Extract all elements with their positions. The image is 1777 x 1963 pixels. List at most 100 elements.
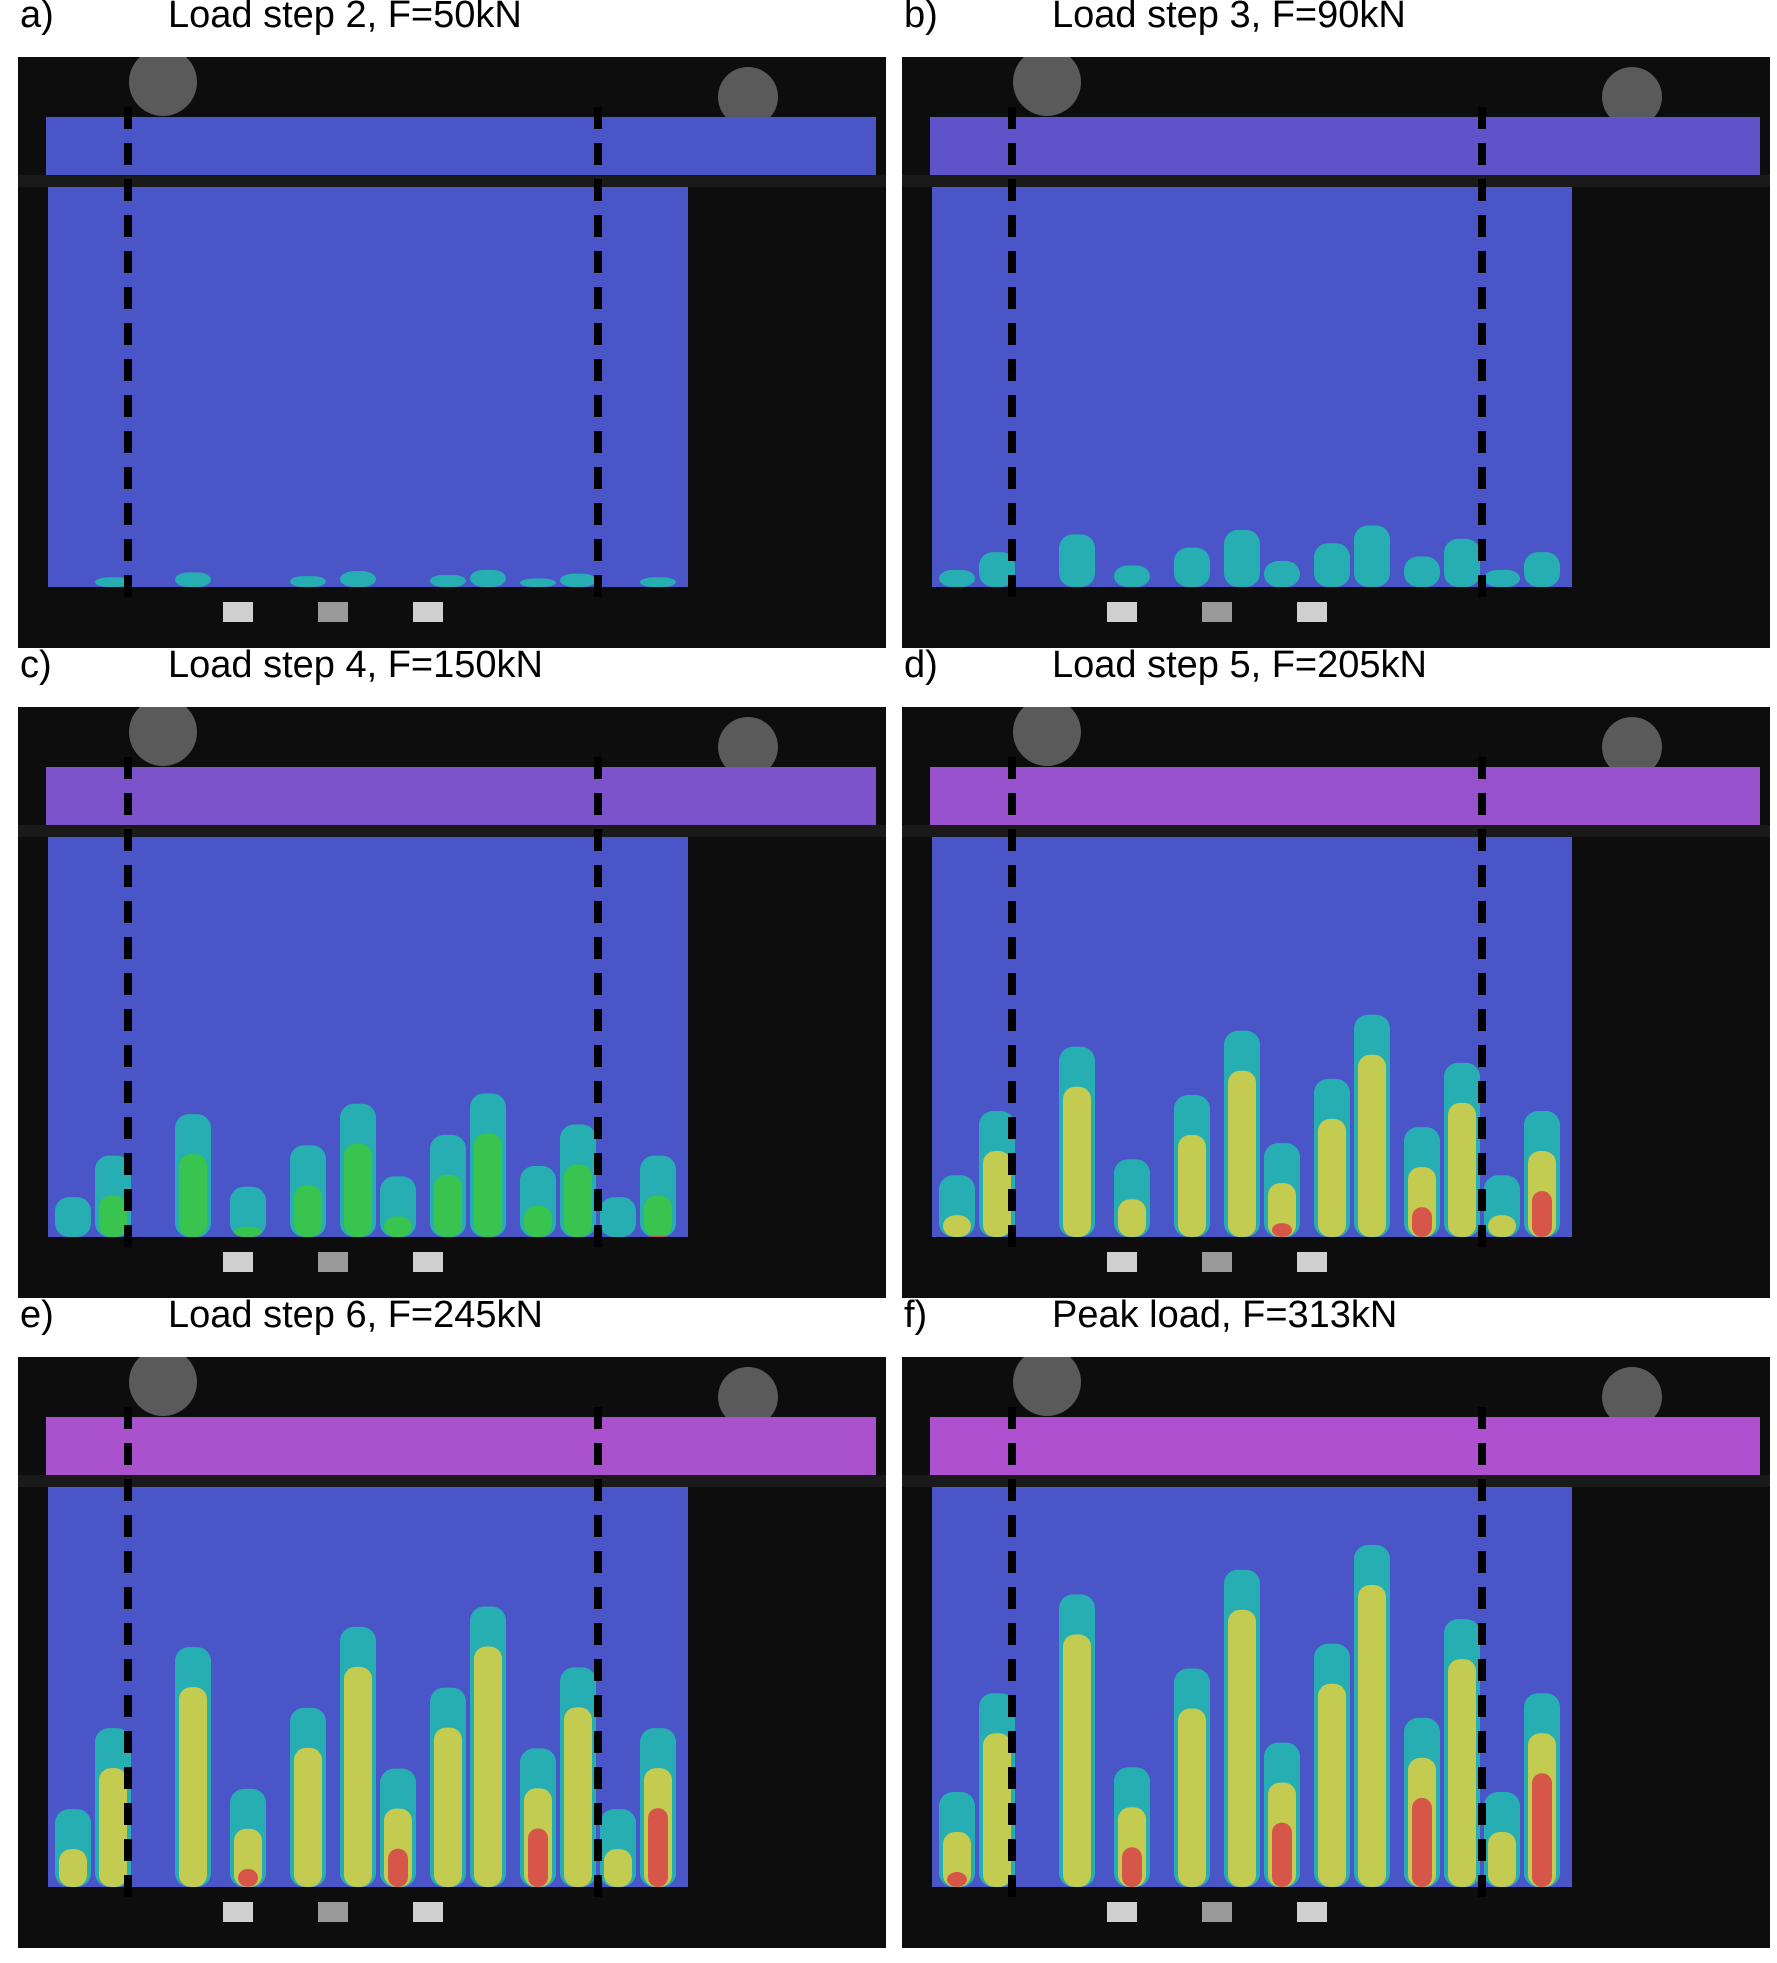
sensor-middle: [1202, 1252, 1232, 1272]
strain-band-inner: [524, 1205, 552, 1237]
sensor-middle: [318, 1252, 348, 1272]
strain-bands: [55, 1606, 676, 1887]
strain-band: [1444, 538, 1480, 587]
strain-band-inner: [99, 1195, 127, 1237]
strain-band: [939, 569, 975, 587]
strain-band-inner: [474, 1133, 502, 1237]
strain-band-inner: [1318, 1683, 1346, 1887]
beam-web: [932, 187, 1572, 587]
strain-band-inner: [604, 1849, 632, 1887]
strain-band: [979, 552, 1015, 587]
sensor-left: [223, 602, 253, 622]
top-flange: [46, 117, 876, 175]
panel-title: Load step 2, F=50kN: [168, 0, 522, 36]
sensor-left: [1107, 1252, 1137, 1272]
panel-label: d): [904, 644, 938, 686]
strain-field-svg: [902, 57, 1770, 648]
load-cylinder-right: [1602, 67, 1662, 127]
strain-band-inner: [1228, 1609, 1256, 1887]
panel-label: e): [20, 1294, 54, 1336]
panel-title: Load step 6, F=245kN: [168, 1294, 543, 1336]
panel-d: d) Load step 5, F=205kN: [902, 644, 1770, 1298]
strain-band-inner: [1318, 1118, 1346, 1237]
sensor-middle: [1202, 1902, 1232, 1922]
panel-f: f) Peak load, F=313kN: [902, 1294, 1770, 1948]
strain-band: [1484, 569, 1520, 587]
strain-band-peak: [1272, 1223, 1292, 1237]
strain-band-inner: [1063, 1086, 1091, 1237]
strain-band: [560, 573, 596, 587]
top-flange-overlay: [46, 767, 876, 825]
panel-label: c): [20, 644, 52, 686]
strain-field-image: [18, 57, 886, 648]
strain-bands: [55, 1093, 676, 1237]
strain-band: [640, 577, 676, 587]
strain-field-image: [902, 707, 1770, 1298]
strain-band-inner: [943, 1832, 971, 1887]
strain-field-image: [18, 707, 886, 1298]
strain-band-peak: [947, 1872, 967, 1887]
sensor-right: [413, 1252, 443, 1272]
strain-field-svg: [902, 1357, 1770, 1948]
strain-band: [1114, 565, 1150, 587]
sensor-left: [1107, 1902, 1137, 1922]
load-cylinder-left: [129, 707, 197, 766]
strain-band-inner: [1448, 1102, 1476, 1237]
strain-band-inner: [1358, 1054, 1386, 1237]
strain-band-peak: [1122, 1847, 1142, 1887]
top-flange-overlay: [930, 1417, 1760, 1475]
load-cylinder-right: [1602, 1367, 1662, 1427]
strain-band-peak: [238, 1868, 258, 1887]
sensor-middle: [1202, 602, 1232, 622]
strain-band-inner: [294, 1185, 322, 1237]
sensor-middle: [318, 1902, 348, 1922]
load-cylinder-right: [718, 717, 778, 777]
strain-band-peak: [648, 1235, 668, 1237]
strain-field-image: [902, 1357, 1770, 1948]
sensor-left: [223, 1252, 253, 1272]
strain-field-svg: [18, 1357, 886, 1948]
strain-band-inner: [644, 1195, 672, 1237]
strain-band-inner: [344, 1143, 372, 1237]
strain-band-peak: [1532, 1191, 1552, 1237]
strain-band-inner: [179, 1687, 207, 1887]
panel-label: f): [904, 1294, 928, 1336]
separator-bar: [902, 1475, 1770, 1487]
strain-band: [55, 1197, 91, 1237]
strain-band-inner: [1178, 1708, 1206, 1887]
strain-band: [95, 577, 131, 587]
strain-band-inner: [59, 1849, 87, 1887]
separator-bar: [18, 175, 886, 187]
sensor-left: [1107, 602, 1137, 622]
strain-band: [1264, 561, 1300, 587]
panel-c: c) Load step 4, F=150kN: [18, 644, 886, 1298]
strain-band: [175, 572, 211, 587]
load-cylinder-left: [1013, 707, 1081, 766]
strain-band-inner: [1268, 1183, 1296, 1237]
strain-bands: [95, 569, 676, 587]
panel-title: Peak load, F=313kN: [1052, 1294, 1398, 1336]
strain-band: [520, 578, 556, 587]
strain-band: [290, 576, 326, 587]
strain-band-inner: [234, 1226, 262, 1237]
strain-band-inner: [1448, 1659, 1476, 1887]
strain-band-inner: [294, 1747, 322, 1887]
strain-band-inner: [1063, 1634, 1091, 1887]
panel-title: Load step 4, F=150kN: [168, 644, 543, 686]
load-cylinder-left: [1013, 1357, 1081, 1416]
strain-band-inner: [1488, 1832, 1516, 1887]
separator-bar: [902, 825, 1770, 837]
strain-band: [470, 569, 506, 587]
load-cylinder-left: [1013, 57, 1081, 116]
strain-band-inner: [434, 1727, 462, 1887]
strain-band-inner: [1228, 1070, 1256, 1237]
load-cylinder-right: [718, 1367, 778, 1427]
load-cylinder-left: [129, 1357, 197, 1416]
strain-band: [1404, 556, 1440, 587]
strain-band-inner: [1488, 1215, 1516, 1237]
strain-band-inner: [1118, 1199, 1146, 1237]
sensor-middle: [318, 602, 348, 622]
strain-field-image: [902, 57, 1770, 648]
sensor-right: [1297, 1252, 1327, 1272]
strain-band: [1524, 552, 1560, 587]
